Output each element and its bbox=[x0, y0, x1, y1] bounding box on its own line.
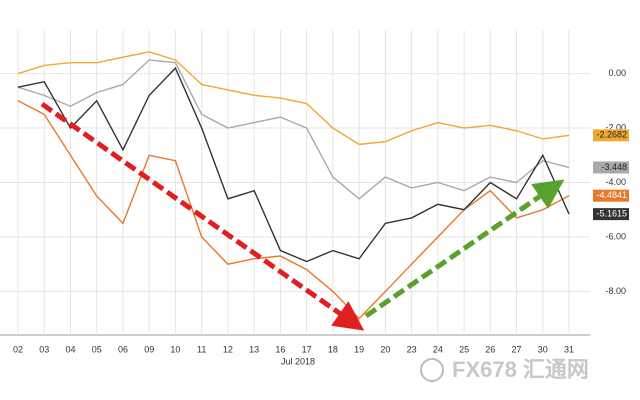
series-line bbox=[17, 100, 570, 320]
x-tick-label: 03 bbox=[39, 344, 49, 354]
x-tick-label: 25 bbox=[459, 344, 469, 354]
end-label: -4.4841 bbox=[596, 190, 627, 200]
y-tick-label: -2.00 bbox=[605, 122, 626, 132]
x-tick-label: 10 bbox=[170, 344, 180, 354]
x-tick-label: 06 bbox=[118, 344, 128, 354]
x-tick-label: 17 bbox=[302, 344, 312, 354]
x-tick-label: 24 bbox=[433, 344, 443, 354]
x-tick-label: 12 bbox=[223, 344, 233, 354]
y-tick-label: 0.00 bbox=[608, 68, 626, 78]
watermark-icon bbox=[420, 358, 444, 382]
series-line bbox=[17, 66, 570, 263]
x-tick-label: 09 bbox=[144, 344, 154, 354]
x-tick-label: 30 bbox=[538, 344, 548, 354]
x-tick-label: 16 bbox=[275, 344, 285, 354]
series-line bbox=[17, 51, 570, 146]
y-tick-label: -4.00 bbox=[605, 177, 626, 187]
x-tick-label: 20 bbox=[380, 344, 390, 354]
watermark: FX678 汇通网 bbox=[452, 357, 589, 382]
end-label-box bbox=[593, 208, 629, 221]
end-label-box bbox=[593, 129, 629, 142]
red-arrow bbox=[40, 101, 365, 331]
end-label: -5.1615 bbox=[596, 209, 627, 219]
end-label: -3.448 bbox=[601, 162, 627, 172]
x-tick-label: 18 bbox=[328, 344, 338, 354]
x-tick-label: 05 bbox=[92, 344, 102, 354]
y-tick-label: -6.00 bbox=[605, 231, 626, 241]
series-line bbox=[17, 59, 570, 200]
end-label-box bbox=[593, 189, 629, 202]
x-tick-label: 11 bbox=[197, 344, 206, 354]
end-label: -2.2682 bbox=[596, 130, 627, 140]
x-tick-label: 04 bbox=[65, 344, 75, 354]
lines bbox=[17, 51, 570, 320]
x-tick-label: 31 bbox=[564, 344, 574, 354]
green-arrow bbox=[364, 179, 565, 319]
end-label-box bbox=[593, 161, 629, 174]
x-axis-label: Jul 2018 bbox=[281, 356, 315, 366]
x-tick-label: 13 bbox=[249, 344, 259, 354]
x-tick-label: 26 bbox=[485, 344, 495, 354]
x-tick-label: 19 bbox=[354, 344, 364, 354]
x-tick-label: 27 bbox=[512, 344, 522, 354]
y-tick-label: -8.00 bbox=[605, 286, 626, 296]
x-tick-label: 02 bbox=[13, 344, 23, 354]
labels: 0.00 -2.00 -4.00 -6.00 -8.00 02 03 04 05 06 09 10 11… bbox=[13, 68, 629, 354]
x-tick-label: 23 bbox=[407, 344, 417, 354]
